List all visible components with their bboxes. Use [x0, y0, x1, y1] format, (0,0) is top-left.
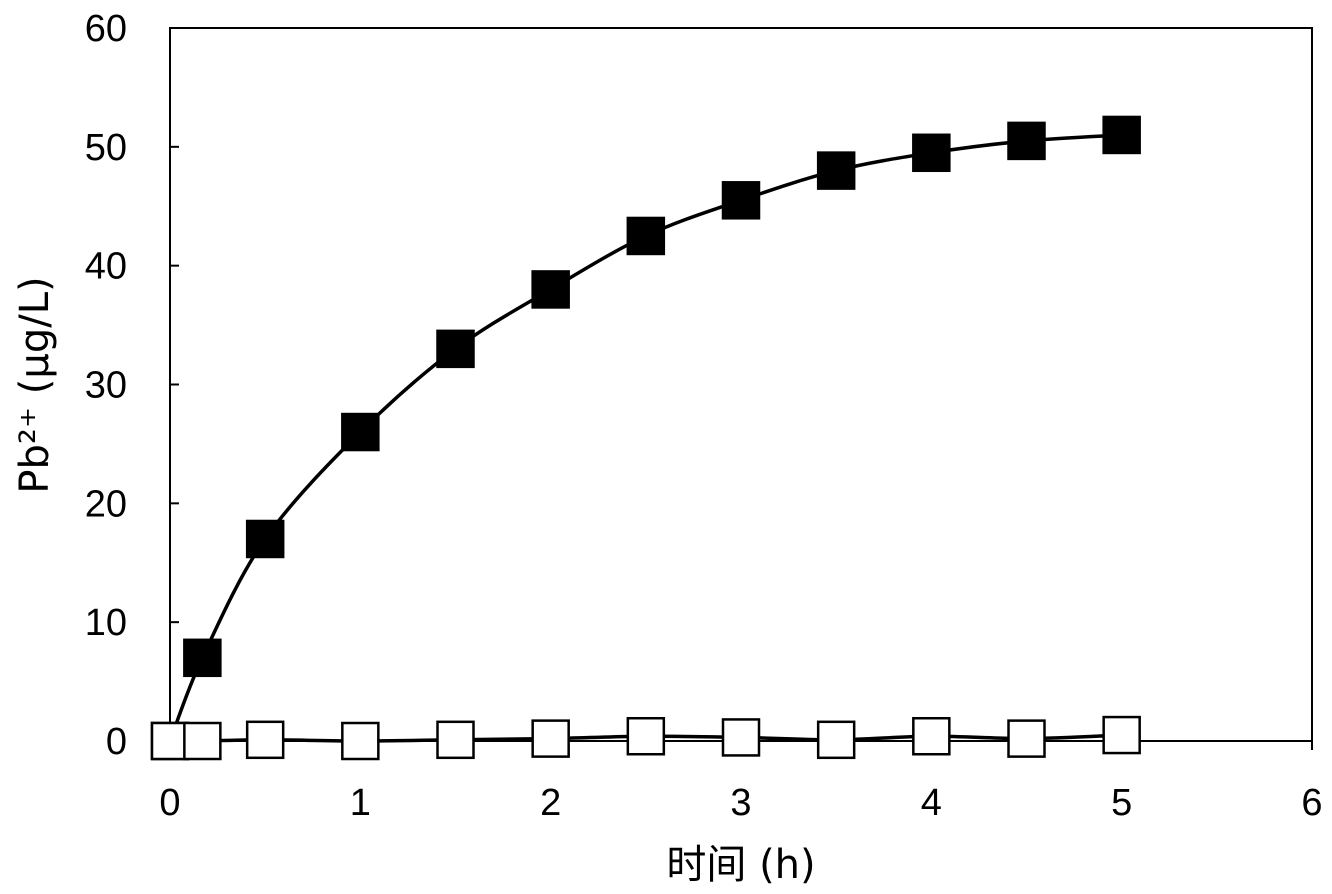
series-2-point	[341, 721, 380, 761]
series-markers	[150, 115, 1141, 761]
x-tick-label: 5	[1111, 782, 1132, 824]
series-2-point	[912, 716, 951, 756]
series-1-point	[626, 216, 666, 256]
y-axis-title: Pb²⁺ (μg/L)	[12, 276, 58, 493]
y-tick-label: 10	[85, 602, 127, 644]
x-tick-label: 3	[730, 782, 751, 824]
x-tick-label: 1	[350, 782, 371, 824]
series-2-point	[1007, 719, 1046, 758]
series-1-point	[1102, 115, 1141, 155]
y-tick-label: 20	[85, 483, 127, 525]
x-tick-label: 4	[921, 782, 942, 824]
series-2-point	[183, 721, 222, 761]
series-2-point	[150, 721, 190, 761]
y-tick-label: 50	[85, 127, 127, 169]
series-2-point	[721, 718, 761, 757]
series-2-point	[626, 716, 666, 756]
x-tick-label: 0	[159, 782, 180, 824]
series-2-point	[531, 719, 570, 758]
x-axis-title: 时间 (h)	[666, 842, 815, 888]
series-2-point	[1102, 715, 1141, 755]
series-2-point	[245, 720, 285, 760]
series-1-point	[816, 151, 856, 190]
series-1-point	[341, 412, 380, 452]
y-tick-label: 40	[85, 246, 127, 288]
series-1-point	[183, 638, 222, 678]
series-1-point	[245, 519, 285, 559]
y-axis-ticks: 0 10 20 30 40 50 60	[85, 8, 179, 763]
series-1-point	[721, 181, 761, 220]
series-2-point	[436, 720, 475, 760]
y-tick-label: 30	[85, 365, 127, 407]
series-1-point	[1007, 121, 1046, 161]
series-1-point	[912, 133, 951, 173]
series-1-point	[531, 270, 570, 309]
series-1-point	[436, 329, 475, 369]
series-2-point	[816, 720, 856, 760]
x-tick-label: 6	[1301, 782, 1322, 824]
x-tick-label: 2	[540, 782, 561, 824]
y-tick-label: 0	[106, 721, 127, 763]
y-tick-label: 60	[85, 8, 127, 50]
